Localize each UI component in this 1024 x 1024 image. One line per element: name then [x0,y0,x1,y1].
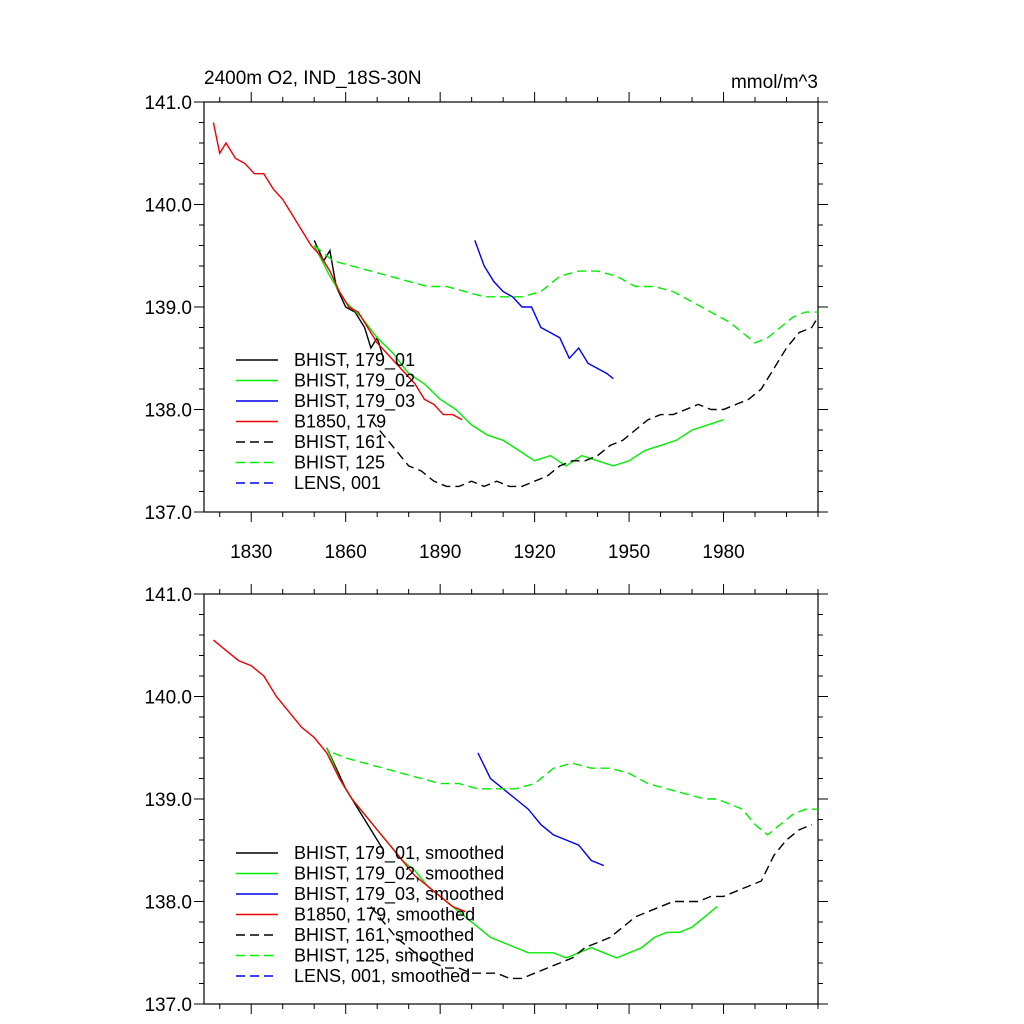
y-tick-label: 141.0 [144,585,192,606]
x-tick-label: 1860 [325,542,367,563]
series-line-0 [326,747,385,851]
legend-label: BHIST, 179_01, smoothed [294,843,504,864]
legend-label: B1850, 179, smoothed [294,905,475,925]
legend-label: BHIST, 125, smoothed [294,946,474,966]
y-tick-label: 138.0 [144,893,192,914]
series-line-1 [313,245,724,467]
legend-label: BHIST, 125 [294,453,385,473]
y-tick-label: 139.0 [144,298,192,319]
y-tick-label: 138.0 [144,401,192,422]
series-line-4 [370,823,812,980]
y-tick-label: 137.0 [144,995,192,1016]
series-line-4 [370,316,818,488]
y-tick-label: 139.0 [144,790,192,811]
x-tick-label: 1950 [608,542,650,563]
series-line-2 [474,240,614,380]
legend-label: BHIST, 161 [294,432,385,452]
series-line-2 [477,752,605,867]
y-tick-label: 141.0 [144,93,192,114]
legend-label: LENS, 001, smoothed [294,966,470,986]
series-line-5 [313,244,818,344]
series-line-0 [313,240,385,359]
units-label: mmol/m^3 [731,72,818,93]
bottom-panel: 137.0 138.0 139.0 140.0 141.0 BHIST, 179_01, … [144,584,828,1016]
series-line-3 [212,639,466,913]
legend-label: BHIST, 161, smoothed [294,925,474,945]
x-tick-label: 1920 [513,542,555,563]
legend-label: B1850, 179 [294,412,386,432]
legend-label: BHIST, 179_03, smoothed [294,884,504,905]
x-tick-label: 1890 [419,542,461,563]
legend-label: LENS, 001 [294,473,381,493]
series-line-5 [332,752,818,836]
legend-label: BHIST, 179_02 [294,371,415,392]
y-tick-label: 140.0 [144,688,192,709]
y-tick-label: 137.0 [144,503,192,524]
series-line-3 [212,122,463,421]
y-tick-label: 140.0 [144,196,192,217]
top-panel: 137.0 138.0 139.0 140.0 141.0 1830 1860 1890 192… [144,92,828,563]
legend-label: BHIST, 179_01 [294,350,415,371]
legend-label: BHIST, 179_02, smoothed [294,864,504,885]
x-tick-label: 1830 [230,542,272,563]
legend-label: BHIST, 179_03 [294,391,415,412]
chart-title: 2400m O2, IND_18S-30N [204,68,422,89]
x-tick-label: 1980 [702,542,744,563]
